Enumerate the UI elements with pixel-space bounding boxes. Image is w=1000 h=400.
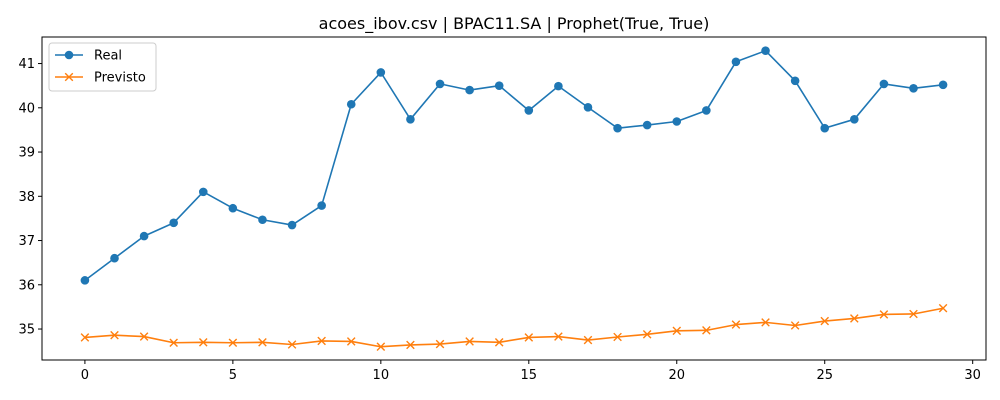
data-point-previsto xyxy=(169,338,178,348)
data-point-previsto xyxy=(110,330,119,340)
data-point-real xyxy=(139,231,149,241)
data-point-previsto xyxy=(790,321,800,330)
axes-frame xyxy=(41,36,987,361)
data-point-previsto xyxy=(287,340,297,349)
x-tick-label: 10 xyxy=(373,368,390,383)
legend-item-real: Real xyxy=(55,49,122,64)
data-point-previsto xyxy=(642,330,652,339)
data-point-previsto xyxy=(465,337,474,346)
y-tick-label: 38 xyxy=(18,190,35,205)
data-point-previsto xyxy=(524,333,534,342)
data-point-previsto xyxy=(198,338,208,347)
data-point-real xyxy=(702,106,711,115)
axes: 0 5 10 15 20 25 30 35 36 37 38 39 40 41 xyxy=(18,57,981,383)
data-point-real xyxy=(376,68,386,77)
data-point-real xyxy=(110,253,119,263)
data-point-previsto xyxy=(139,332,149,341)
data-point-real xyxy=(494,81,504,90)
data-point-real xyxy=(287,220,297,230)
data-point-real xyxy=(642,120,652,130)
data-point-real xyxy=(672,117,682,126)
y-tick-label: 36 xyxy=(18,278,35,293)
data-point-previsto xyxy=(258,338,267,347)
data-point-previsto xyxy=(820,316,830,326)
data-point-real xyxy=(938,80,948,90)
data-point-previsto xyxy=(346,337,356,346)
x-tick-label: 0 xyxy=(81,368,89,383)
data-point-real xyxy=(820,123,830,133)
data-point-previsto xyxy=(613,332,622,342)
data-point-previsto xyxy=(672,326,682,336)
y-tick-label: 39 xyxy=(18,146,35,161)
data-point-previsto xyxy=(435,339,445,349)
data-point-previsto xyxy=(938,303,948,313)
data-point-previsto xyxy=(228,338,238,348)
plot-area xyxy=(80,46,948,352)
data-point-real xyxy=(613,123,622,133)
data-point-real xyxy=(554,81,563,91)
data-point-real xyxy=(790,76,800,86)
chart-title: acoes_ibov.csv | BPAC11.SA | Prophet(Tru… xyxy=(319,14,710,34)
data-point-real xyxy=(80,276,90,285)
y-tick-label: 41 xyxy=(18,57,35,72)
data-point-real xyxy=(317,201,326,210)
y-tick-label: 35 xyxy=(18,323,35,338)
data-point-real xyxy=(761,46,770,56)
data-point-real xyxy=(879,79,889,89)
data-point-real xyxy=(258,215,267,225)
data-point-real xyxy=(198,187,208,197)
data-point-previsto xyxy=(80,333,90,342)
x-tick-label: 5 xyxy=(229,368,237,383)
legend: Real Previsto xyxy=(48,42,157,92)
data-point-previsto xyxy=(702,326,711,335)
x-tick-label: 25 xyxy=(816,368,833,383)
data-point-real xyxy=(346,99,356,109)
data-point-previsto xyxy=(583,335,593,345)
data-point-real xyxy=(406,114,415,124)
legend-label: Real xyxy=(94,49,122,64)
data-point-real xyxy=(465,85,474,95)
data-point-previsto xyxy=(879,310,889,319)
data-point-previsto xyxy=(494,338,504,347)
data-point-real xyxy=(731,57,741,67)
legend-marker xyxy=(64,72,74,82)
data-point-real xyxy=(435,79,445,89)
data-point-real xyxy=(169,218,178,228)
series-line-previsto xyxy=(84,307,944,348)
legend-label: Previsto xyxy=(94,71,146,86)
data-point-previsto xyxy=(554,332,563,341)
data-point-previsto xyxy=(731,320,741,329)
data-point-real xyxy=(850,114,859,124)
data-point-previsto xyxy=(406,340,415,350)
data-point-previsto xyxy=(761,318,770,327)
x-tick-label: 15 xyxy=(521,368,538,383)
data-point-real xyxy=(524,106,534,115)
x-tick-label: 20 xyxy=(668,368,685,383)
x-tick-label: 30 xyxy=(964,368,981,383)
data-point-real xyxy=(583,103,593,112)
data-point-real xyxy=(909,84,918,93)
data-point-previsto xyxy=(376,342,386,352)
data-point-previsto xyxy=(850,314,859,323)
series-line-real xyxy=(84,49,944,282)
y-tick-label: 40 xyxy=(18,101,35,116)
data-point-real xyxy=(228,203,238,213)
legend-marker xyxy=(64,50,74,60)
data-point-previsto xyxy=(317,336,326,346)
data-point-previsto xyxy=(909,309,918,319)
y-tick-label: 37 xyxy=(18,234,35,249)
legend-item-previsto: Previsto xyxy=(55,71,146,86)
